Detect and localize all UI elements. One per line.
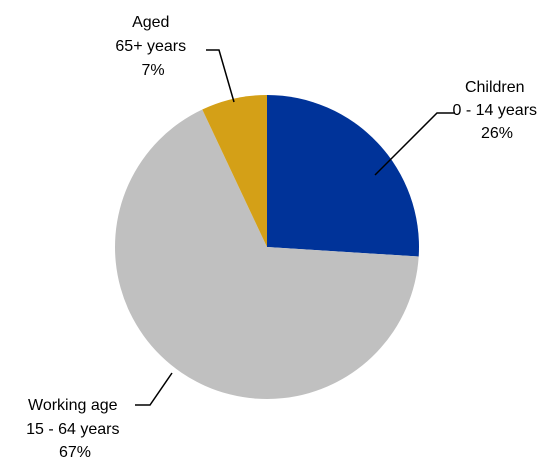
slice-range-working-age: 15 - 64 years xyxy=(26,421,119,438)
slice-range-children: 0 - 14 years xyxy=(453,102,537,119)
slice-percent-children: 26% xyxy=(481,125,513,142)
slice-label-children: Children 0 - 14 years 26% xyxy=(453,79,542,142)
leader-lines xyxy=(135,49,455,406)
slice-percent-working-age: 67% xyxy=(59,444,91,461)
pie-slices xyxy=(114,95,419,400)
leader-line-children xyxy=(374,112,455,176)
slice-percent-aged: 7% xyxy=(141,62,164,79)
leader-line-aged xyxy=(206,49,235,103)
leader-line-working-age xyxy=(135,372,173,406)
slice-label-working-age: Working age 15 - 64 years 67% xyxy=(26,397,124,461)
pie-slice-children xyxy=(267,95,419,257)
slice-range-aged: 65+ years xyxy=(115,38,186,55)
pie-slice-working-age xyxy=(114,109,419,400)
slice-category-children: Children xyxy=(465,79,525,96)
slice-label-aged: Aged 65+ years 7% xyxy=(115,14,190,79)
slice-category-aged: Aged xyxy=(132,14,169,31)
pie-slice-aged xyxy=(202,95,267,247)
slice-category-working-age: Working age xyxy=(28,397,118,414)
